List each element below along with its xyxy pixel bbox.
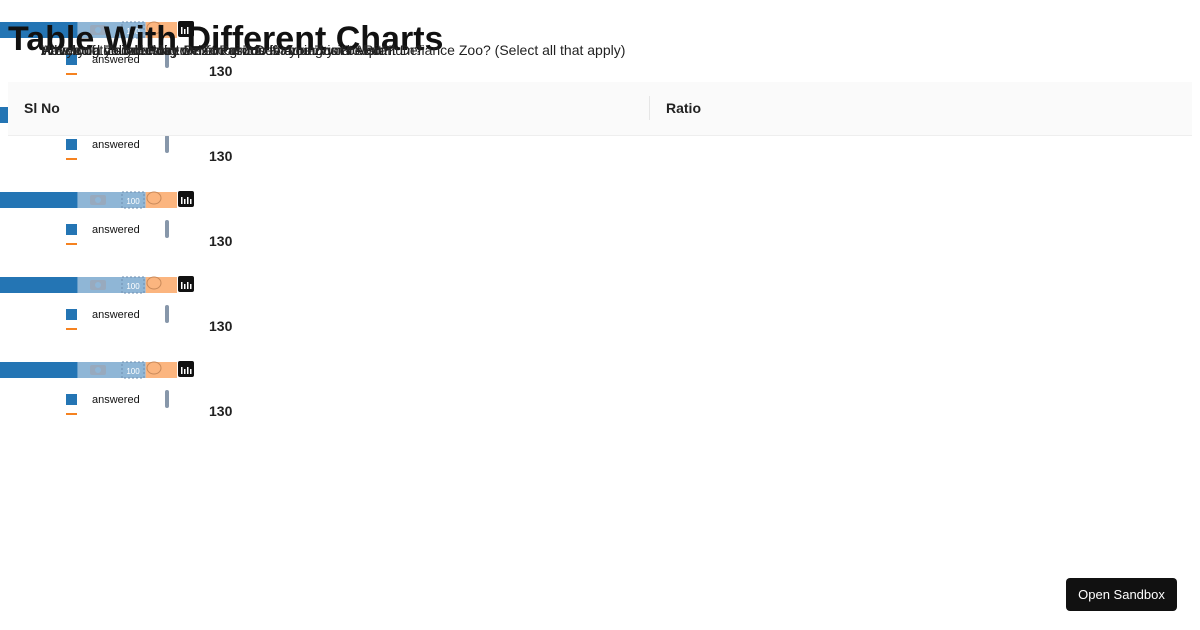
menu-icon-bar	[187, 282, 189, 289]
menu-icon-bar	[187, 367, 189, 374]
bar-segment	[0, 22, 78, 38]
comment-icon	[146, 276, 162, 290]
table-header: Sl No Ratio	[8, 82, 1192, 136]
legend-scrollbar	[165, 135, 169, 153]
ratio-chart: 100 answered 130	[0, 21, 233, 79]
legend-dash	[66, 73, 77, 75]
menu-icon-bar	[181, 27, 183, 34]
legend-label: answered	[92, 139, 140, 151]
camera-lens	[95, 27, 101, 33]
total-value: 130	[209, 233, 233, 249]
select-box-icon	[121, 191, 145, 209]
page-title: Table With Different Charts	[8, 20, 444, 58]
ratio-chart: 100 answered 130	[0, 276, 233, 334]
menu-icon-bar	[187, 197, 189, 204]
ratio-chart: 100 answered 130	[0, 191, 233, 249]
select-box-icon	[121, 361, 145, 379]
legend-swatch	[66, 54, 77, 65]
menu-icon-bar	[190, 284, 192, 289]
total-value: 130	[209, 403, 233, 419]
bar-segment	[0, 277, 78, 293]
menu-icon-bar	[184, 284, 186, 289]
legend-swatch	[66, 309, 77, 320]
menu-icon-bar	[190, 369, 192, 374]
camera-lens	[95, 197, 101, 203]
menu-icon	[178, 361, 194, 377]
question: Are you a Zoo member?	[41, 42, 192, 58]
legend-dash	[66, 328, 77, 330]
bar-segment	[0, 192, 78, 208]
total-value: 130	[209, 318, 233, 334]
menu-icon-bar	[190, 29, 192, 34]
table-row: Which of the following were reasons for …	[0, 42, 1200, 255]
question: Have you visited Point Defiance Zoo & Aq…	[41, 42, 395, 58]
menu-icon	[178, 276, 194, 292]
menu-icon-bar	[184, 369, 186, 374]
column-header: Ratio	[666, 100, 701, 116]
legend-dash	[66, 413, 77, 415]
legend-scrollbar	[165, 50, 169, 68]
menu-icon	[178, 191, 194, 207]
legend-label: answered	[92, 54, 140, 66]
menu-icon-bar	[181, 197, 183, 204]
column-header: Sl No	[24, 100, 60, 116]
open-sandbox-button[interactable]: Open Sandbox	[1066, 578, 1177, 611]
camera-lens	[95, 282, 101, 288]
toolbar-label: 100	[126, 27, 140, 36]
question: Which of the following were reasons for …	[41, 42, 626, 58]
column-separator	[649, 96, 650, 120]
legend-label: answered	[92, 224, 140, 236]
comment-icon	[146, 191, 162, 205]
table-body: Are you a Zoo member? 100 answered 130 When …	[0, 0, 1200, 425]
legend-scrollbar	[165, 390, 169, 408]
toolbar-label: 100	[126, 197, 140, 206]
toolbar-label: 100	[126, 282, 140, 291]
menu-icon-bar	[190, 199, 192, 204]
legend-swatch	[66, 224, 77, 235]
legend-swatch	[66, 394, 77, 405]
ratio-chart: 100 answered 130	[0, 361, 233, 419]
menu-icon-bar	[187, 27, 189, 34]
bar-segment	[0, 362, 78, 378]
menu-icon-bar	[181, 282, 183, 289]
total-value: 130	[209, 63, 233, 79]
menu-icon-bar	[184, 29, 186, 34]
legend-scrollbar	[165, 220, 169, 238]
legend-dash	[66, 158, 77, 160]
menu-icon-bar	[181, 367, 183, 374]
legend-swatch	[66, 139, 77, 150]
camera-lens	[95, 367, 101, 373]
legend-label: answered	[92, 394, 140, 406]
question: How long did you stay on Zoo grounds dur…	[41, 42, 390, 58]
legend-label: answered	[92, 309, 140, 321]
table-row: Have you visited Point Defiance Zoo & Aq…	[0, 42, 1200, 340]
comment-icon	[146, 21, 162, 35]
toolbar-label: 100	[126, 367, 140, 376]
menu-icon-bar	[184, 199, 186, 204]
legend-scrollbar	[165, 305, 169, 323]
comment-icon	[146, 361, 162, 375]
total-value: 130	[209, 148, 233, 164]
select-box-icon	[121, 276, 145, 294]
table-row: Are you a Zoo member? 100 answered 130	[0, 0, 1200, 85]
legend-dash	[66, 243, 77, 245]
question: When did you decide to visit Point Defia…	[41, 42, 423, 58]
select-box-icon	[121, 21, 145, 39]
table-row: How long did you stay on Zoo grounds dur…	[0, 42, 1200, 425]
